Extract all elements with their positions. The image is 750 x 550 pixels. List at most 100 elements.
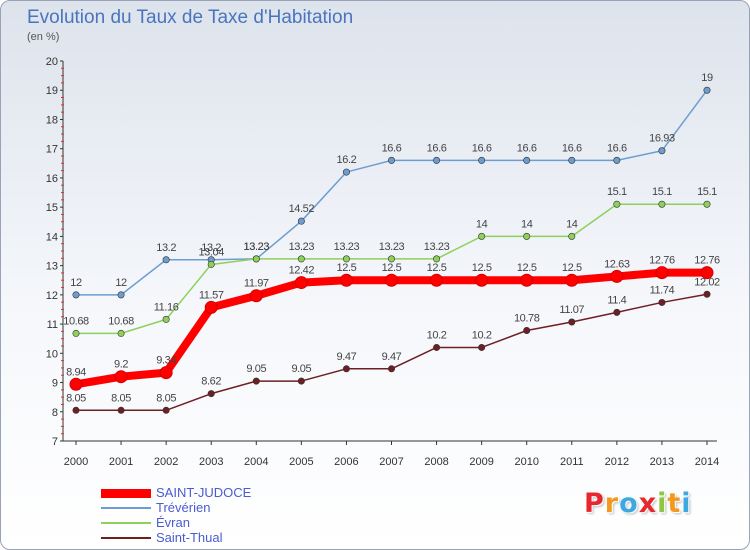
data-point	[204, 300, 218, 314]
data-label: 12.76	[694, 255, 720, 267]
data-point	[294, 276, 308, 290]
data-point	[69, 377, 83, 391]
data-label: 9.47	[382, 351, 402, 363]
data-label: 9.05	[246, 363, 266, 375]
data-label: 10.78	[514, 313, 540, 325]
data-label: 13.23	[244, 241, 270, 253]
data-point	[297, 255, 305, 263]
data-label: 13.2	[156, 242, 176, 254]
data-label: 8.94	[66, 366, 86, 378]
data-point	[162, 406, 170, 414]
data-point	[387, 156, 395, 164]
data-label: 16.2	[337, 154, 357, 166]
data-point	[700, 266, 714, 280]
data-label: 11.07	[559, 304, 584, 316]
logo-letter: i	[657, 488, 668, 519]
data-label: 11.57	[199, 289, 224, 301]
data-label: 14	[476, 218, 488, 230]
y-tick-label: 18	[46, 114, 58, 126]
proxiti-logo: Proxiti	[584, 488, 692, 519]
data-label: 13.23	[289, 241, 315, 253]
data-point	[297, 217, 305, 225]
y-tick-label: 13	[46, 261, 58, 273]
x-tick-label: 2000	[64, 456, 88, 468]
data-label: 16.6	[562, 142, 582, 154]
data-label: 13.23	[244, 241, 270, 253]
logo-letter: i	[681, 488, 692, 519]
y-tick-label: 19	[46, 85, 58, 97]
chart-legend: SAINT-JUDOCE Trévérien Évran Saint-Thual	[101, 485, 301, 545]
data-point	[478, 156, 486, 164]
data-point	[72, 291, 80, 299]
data-label: 12.5	[472, 262, 492, 274]
data-label: 12.5	[562, 262, 582, 274]
legend-label: Saint-Thual	[156, 530, 223, 545]
data-point	[523, 156, 531, 164]
data-point	[339, 273, 353, 287]
data-label: 15.1	[652, 186, 672, 198]
data-label: 13.23	[424, 241, 450, 253]
y-tick-label: 14	[46, 231, 58, 243]
x-tick-label: 2002	[154, 456, 178, 468]
data-point	[162, 256, 170, 264]
data-point	[207, 390, 215, 398]
y-tick-label: 15	[46, 202, 58, 214]
data-label: 12.5	[337, 262, 357, 274]
data-point	[703, 200, 711, 208]
logo-letter: x	[638, 488, 658, 519]
x-tick-label: 2004	[244, 456, 268, 468]
y-tick-label: 12	[46, 290, 58, 302]
y-tick-label: 17	[46, 144, 58, 156]
chart-subtitle: (en %)	[27, 31, 60, 43]
y-tick-label: 8	[52, 407, 58, 419]
data-label: 9.2	[114, 359, 128, 371]
data-label: 10.68	[63, 315, 89, 327]
x-tick-label: 2001	[109, 456, 133, 468]
data-point	[655, 266, 669, 280]
data-point	[117, 291, 125, 299]
data-label: 11.16	[154, 301, 179, 313]
data-label: 12.63	[604, 258, 630, 270]
data-label: 12	[70, 277, 82, 289]
data-label: 14	[521, 218, 533, 230]
data-label: 16.6	[517, 142, 537, 154]
data-point	[478, 343, 486, 351]
data-label: 16.6	[472, 142, 492, 154]
x-tick-label: 2003	[199, 456, 223, 468]
data-point	[433, 343, 441, 351]
x-tick-label: 2011	[560, 456, 584, 468]
data-point	[433, 156, 441, 164]
data-label: 9.05	[291, 363, 311, 375]
data-label: 14	[566, 218, 578, 230]
legend-item: SAINT-JUDOCE	[101, 485, 301, 500]
data-point	[658, 298, 666, 306]
chart-title: Evolution du Taux de Taxe d'Habitation	[27, 7, 354, 28]
x-tick-label: 2008	[424, 456, 448, 468]
data-point	[387, 255, 395, 263]
x-tick-label: 2013	[650, 456, 674, 468]
data-point	[568, 156, 576, 164]
data-point	[613, 308, 621, 316]
data-point	[252, 377, 260, 385]
x-tick-label: 2009	[469, 456, 493, 468]
data-point	[703, 290, 711, 298]
data-point	[72, 329, 80, 337]
data-point	[523, 232, 531, 240]
data-label: 16.6	[382, 142, 402, 154]
data-point	[703, 86, 711, 94]
data-point	[207, 260, 215, 268]
y-tick-label: 10	[46, 348, 58, 360]
data-point	[342, 365, 350, 373]
data-label: 9.47	[337, 351, 357, 363]
data-point	[162, 315, 170, 323]
y-tick-label: 20	[46, 56, 58, 68]
data-label: 12.76	[649, 255, 675, 267]
data-point	[658, 200, 666, 208]
x-tick-label: 2005	[289, 456, 313, 468]
x-tick-label: 2014	[695, 456, 719, 468]
data-label: 10.2	[472, 329, 492, 341]
legend-item: Saint-Thual	[101, 530, 301, 545]
data-label: 12.02	[694, 276, 720, 288]
y-tick-label: 11	[47, 319, 58, 331]
data-label: 15.1	[607, 186, 627, 198]
